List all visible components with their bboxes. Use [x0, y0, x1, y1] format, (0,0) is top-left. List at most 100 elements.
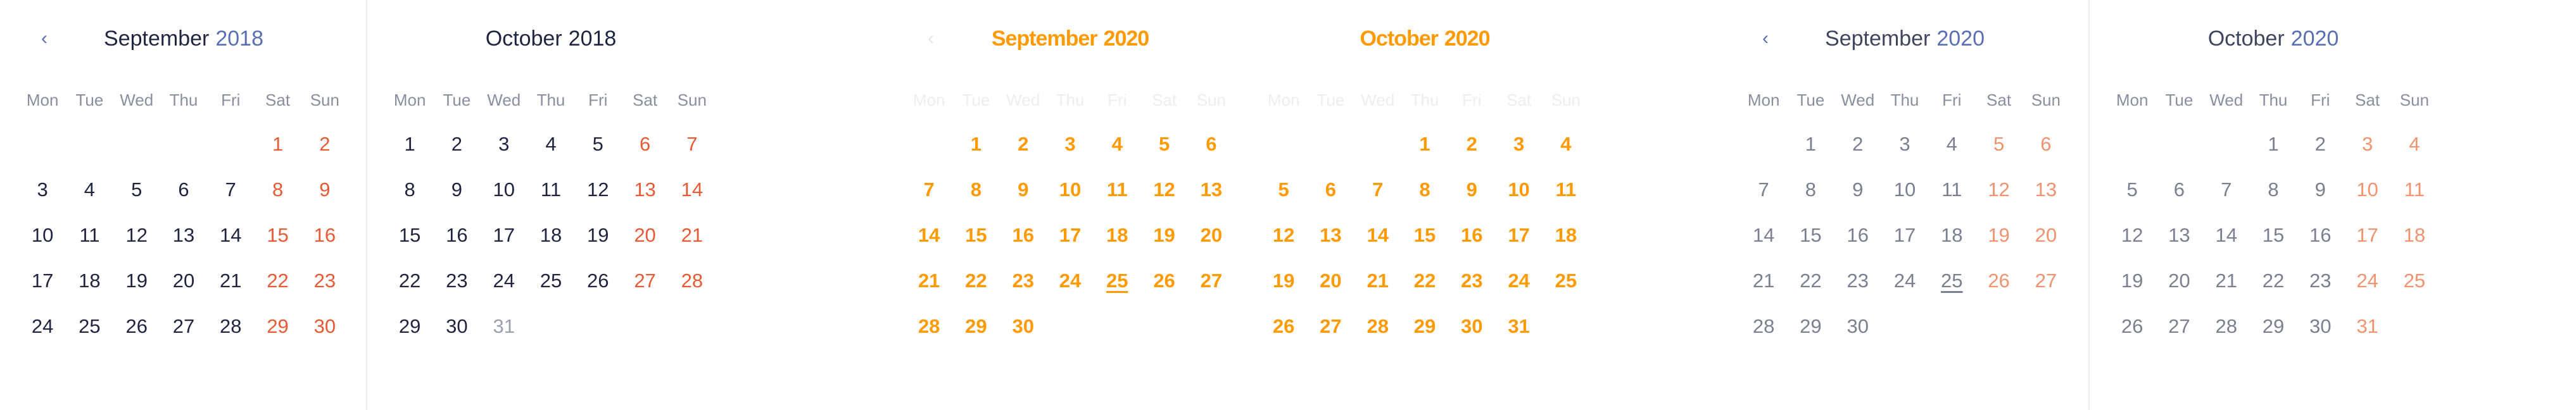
- day-cell[interactable]: 9: [451, 178, 463, 201]
- day-cell[interactable]: 5: [1158, 133, 1170, 155]
- day-cell[interactable]: 21: [1367, 270, 1389, 292]
- day-cell[interactable]: 3: [498, 133, 510, 155]
- day-cell[interactable]: 2: [319, 133, 331, 155]
- day-cell[interactable]: 11: [1555, 178, 1577, 201]
- day-cell[interactable]: 3: [1513, 133, 1525, 155]
- day-cell[interactable]: 30: [1461, 315, 1483, 337]
- day-cell[interactable]: 2: [2314, 133, 2326, 155]
- day-cell[interactable]: 28: [220, 315, 242, 337]
- day-cell[interactable]: 6: [2040, 133, 2052, 155]
- day-cell[interactable]: 11: [2404, 178, 2425, 201]
- day-cell[interactable]: 26: [2121, 315, 2144, 337]
- day-cell[interactable]: 29: [1800, 315, 1822, 337]
- day-cell[interactable]: 12: [1153, 178, 1175, 201]
- day-cell[interactable]: 21: [918, 270, 940, 292]
- day-cell[interactable]: 31: [1508, 315, 1530, 337]
- day-cell[interactable]: 12: [1988, 178, 2010, 201]
- day-cell[interactable]: 22: [1413, 270, 1436, 292]
- day-cell[interactable]: 29: [1413, 315, 1436, 337]
- day-cell[interactable]: 28: [918, 315, 940, 337]
- year-label[interactable]: 2020: [1444, 26, 1491, 51]
- day-cell[interactable]: 17: [31, 270, 54, 292]
- day-cell[interactable]: 19: [1272, 270, 1295, 292]
- day-cell[interactable]: 5: [592, 133, 603, 155]
- day-cell[interactable]: 8: [970, 178, 982, 201]
- day-cell[interactable]: 20: [2035, 224, 2057, 246]
- chevron-left-icon[interactable]: ‹: [1762, 28, 1769, 49]
- day-cell[interactable]: 7: [686, 133, 698, 155]
- chevron-left-icon[interactable]: ‹: [928, 28, 934, 49]
- day-cell[interactable]: 30: [1012, 315, 1034, 337]
- day-cell[interactable]: 26: [587, 270, 609, 292]
- day-cell[interactable]: 2: [1852, 133, 1864, 155]
- day-cell[interactable]: 25: [540, 270, 562, 292]
- day-cell[interactable]: 10: [1059, 178, 1082, 201]
- day-cell[interactable]: 23: [2309, 270, 2332, 292]
- day-cell[interactable]: 15: [398, 224, 421, 246]
- day-cell[interactable]: 6: [2173, 178, 2185, 201]
- day-cell[interactable]: 29: [398, 315, 421, 337]
- day-cell[interactable]: 11: [1941, 178, 1962, 201]
- day-cell[interactable]: 2: [451, 133, 463, 155]
- day-cell[interactable]: 16: [2309, 224, 2332, 246]
- day-cell[interactable]: 13: [1200, 178, 1223, 201]
- day-cell[interactable]: 1: [2268, 133, 2279, 155]
- day-cell[interactable]: 1: [970, 133, 982, 155]
- day-cell[interactable]: 20: [1320, 270, 1342, 292]
- day-cell[interactable]: 25: [2403, 270, 2426, 292]
- day-cell[interactable]: 24: [2356, 270, 2378, 292]
- day-cell[interactable]: 15: [1800, 224, 1822, 246]
- day-cell[interactable]: 11: [1106, 178, 1128, 201]
- day-cell[interactable]: 21: [220, 270, 242, 292]
- day-cell[interactable]: 10: [2356, 178, 2378, 201]
- day-cell[interactable]: 24: [1059, 270, 1082, 292]
- day-cell[interactable]: 13: [634, 178, 656, 201]
- day-cell[interactable]: 1: [1805, 133, 1817, 155]
- day-cell[interactable]: 17: [493, 224, 515, 246]
- day-cell[interactable]: 15: [1413, 224, 1436, 246]
- day-cell[interactable]: 12: [587, 178, 609, 201]
- day-cell[interactable]: 31: [2356, 315, 2378, 337]
- day-cell[interactable]: 26: [1153, 270, 1175, 292]
- day-cell[interactable]: 13: [172, 224, 195, 246]
- day-cell[interactable]: 14: [1752, 224, 1775, 246]
- day-cell[interactable]: 18: [79, 270, 101, 292]
- day-cell[interactable]: 9: [2314, 178, 2326, 201]
- day-cell[interactable]: 3: [37, 178, 48, 201]
- day-cell[interactable]: 31: [493, 315, 515, 337]
- day-cell[interactable]: 19: [2121, 270, 2144, 292]
- day-cell[interactable]: 7: [225, 178, 236, 201]
- year-label[interactable]: 2020: [2290, 26, 2339, 51]
- day-cell[interactable]: 22: [965, 270, 987, 292]
- day-cell[interactable]: 27: [634, 270, 656, 292]
- day-cell[interactable]: 16: [1847, 224, 1869, 246]
- day-cell[interactable]: 14: [220, 224, 242, 246]
- day-cell[interactable]: 20: [2168, 270, 2190, 292]
- day-cell[interactable]: 11: [79, 224, 100, 246]
- day-cell[interactable]: 7: [1372, 178, 1384, 201]
- day-cell[interactable]: 30: [1847, 315, 1869, 337]
- day-cell[interactable]: 1: [272, 133, 284, 155]
- day-cell[interactable]: 29: [965, 315, 987, 337]
- day-cell[interactable]: 6: [1206, 133, 1217, 155]
- day-cell[interactable]: 1: [404, 133, 415, 155]
- day-cell[interactable]: 21: [681, 224, 704, 246]
- day-cell[interactable]: 19: [1988, 224, 2010, 246]
- day-cell[interactable]: 4: [84, 178, 96, 201]
- day-cell[interactable]: 23: [313, 270, 336, 292]
- day-cell[interactable]: 2: [1466, 133, 1477, 155]
- day-cell[interactable]: 13: [1320, 224, 1342, 246]
- day-cell[interactable]: 8: [404, 178, 415, 201]
- day-cell[interactable]: 22: [267, 270, 289, 292]
- day-cell[interactable]: 8: [2268, 178, 2279, 201]
- day-cell[interactable]: 15: [267, 224, 289, 246]
- day-cell[interactable]: 28: [1752, 315, 1775, 337]
- day-cell[interactable]: 7: [1758, 178, 1769, 201]
- day-cell[interactable]: 28: [681, 270, 704, 292]
- day-cell[interactable]: 5: [1278, 178, 1289, 201]
- day-cell[interactable]: 16: [1012, 224, 1034, 246]
- day-cell[interactable]: 17: [1508, 224, 1530, 246]
- day-cell[interactable]: 8: [1419, 178, 1430, 201]
- day-cell[interactable]: 30: [2309, 315, 2332, 337]
- day-cell[interactable]: 7: [923, 178, 935, 201]
